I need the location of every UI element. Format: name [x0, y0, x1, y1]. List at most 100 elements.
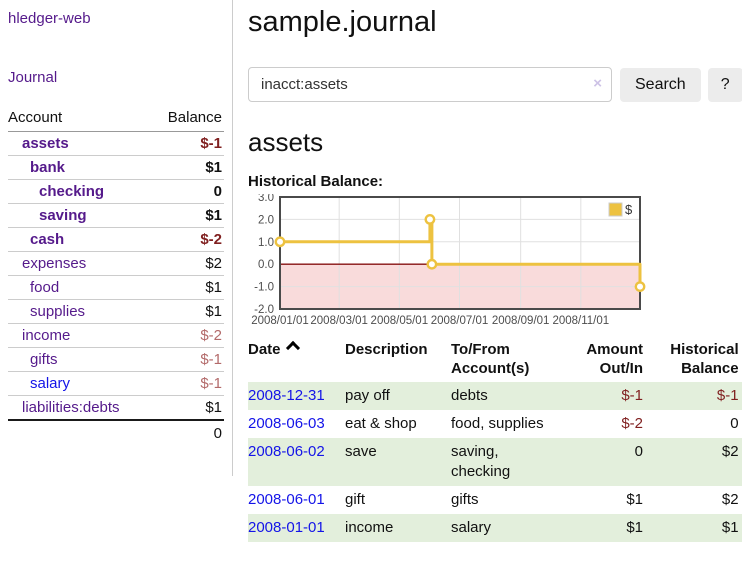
- svg-text:2008/07/01: 2008/07/01: [431, 315, 489, 327]
- account-balance: $-1: [200, 135, 222, 152]
- svg-text:3.0: 3.0: [258, 194, 274, 204]
- sidebar-item-journal[interactable]: Journal: [8, 69, 58, 86]
- account-link[interactable]: bank: [30, 159, 66, 176]
- transaction-date-link[interactable]: 2008-06-03: [248, 415, 325, 432]
- table-row: 2008-06-01 gift gifts $1 $2: [248, 486, 742, 514]
- transaction-description: eat & shop: [345, 415, 417, 432]
- svg-text:$: $: [625, 202, 633, 217]
- account-balance: $1: [205, 207, 222, 224]
- account-link[interactable]: saving: [39, 207, 87, 224]
- svg-text:2008/05/01: 2008/05/01: [371, 315, 429, 327]
- transaction-description: income: [345, 519, 394, 536]
- svg-text:2008/11/01: 2008/11/01: [552, 315, 609, 327]
- account-link[interactable]: assets: [22, 135, 69, 152]
- transaction-balance: $-1: [716, 387, 739, 404]
- account-row: food $1: [8, 275, 224, 300]
- search-button[interactable]: Search: [620, 67, 701, 102]
- historical-balance-chart[interactable]: $3.0 2.0 1.0 0.0 -1.0 -2.0 2008/01/01 2008/03/0…: [248, 192, 742, 330]
- search-input[interactable]: [248, 67, 612, 102]
- account-balance: $1: [205, 279, 222, 296]
- table-row: 2008-06-02 save saving, checking 0 $2: [248, 438, 742, 486]
- transaction-description: gift: [345, 491, 366, 508]
- transaction-accounts: gifts: [451, 491, 479, 508]
- transaction-balance: $2: [721, 443, 739, 460]
- account-row: supplies $1: [8, 299, 224, 324]
- account-row: liabilities:debts $1: [8, 395, 224, 421]
- account-row: saving $1: [8, 203, 224, 228]
- account-link[interactable]: gifts: [30, 351, 58, 368]
- svg-text:-2.0: -2.0: [254, 304, 274, 316]
- svg-text:2.0: 2.0: [258, 214, 274, 226]
- accounts-total-value: 0: [152, 419, 224, 445]
- account-link[interactable]: supplies: [30, 303, 86, 320]
- account-balance: $1: [205, 303, 222, 320]
- transaction-description: save: [345, 443, 377, 460]
- transaction-amount: $1: [626, 491, 643, 508]
- table-row: 2008-01-01 income salary $1 $1: [248, 514, 742, 542]
- sidebar: hledger-web Journal Account Balance asse…: [0, 0, 233, 476]
- transaction-accounts: saving, checking: [451, 443, 511, 480]
- transaction-date-link[interactable]: 2008-01-01: [248, 519, 325, 536]
- account-balance: $1: [205, 399, 222, 416]
- accounts-header-account: Account: [8, 106, 153, 132]
- account-row: gifts $-1: [8, 347, 224, 372]
- account-row: checking 0: [8, 179, 224, 204]
- svg-text:0.0: 0.0: [258, 259, 274, 271]
- account-balance: $-2: [200, 327, 222, 344]
- accounts-table: Account Balance assets $-1 bank $1 checking 0…: [8, 106, 224, 445]
- transaction-amount: 0: [634, 443, 643, 460]
- account-link[interactable]: cash: [30, 231, 65, 248]
- account-link[interactable]: food: [30, 279, 60, 296]
- account-balance: $2: [205, 255, 222, 272]
- account-row: bank $1: [8, 155, 224, 180]
- transaction-date-link[interactable]: 2008-06-02: [248, 443, 325, 460]
- account-balance: $-1: [200, 351, 222, 368]
- tx-col-header-to/from-account-s-: To/From Account(s): [451, 341, 530, 377]
- account-heading: assets: [248, 127, 324, 157]
- transaction-description: pay off: [345, 387, 390, 404]
- transactions-table: Date Description To/From Account(s) Amount Ou…: [248, 338, 742, 542]
- transaction-accounts: salary: [451, 519, 492, 536]
- accounts-header-balance: Balance: [152, 106, 224, 132]
- account-link[interactable]: expenses: [22, 255, 87, 272]
- help-button[interactable]: ?: [707, 67, 742, 102]
- chevron-up-icon: [285, 340, 300, 356]
- account-balance: $-1: [200, 375, 222, 392]
- account-link[interactable]: salary: [30, 375, 71, 392]
- transaction-accounts: debts: [451, 387, 488, 404]
- clear-icon[interactable]: ×: [593, 75, 602, 92]
- transaction-date-link[interactable]: 2008-06-01: [248, 491, 325, 508]
- transaction-balance: $2: [721, 491, 739, 508]
- account-balance: $1: [205, 159, 222, 176]
- transaction-amount: $-2: [621, 415, 643, 432]
- chart-label: Historical Balance:: [248, 173, 384, 190]
- table-row: 2008-06-03 eat & shop food, supplies $-2 0: [248, 410, 742, 438]
- account-link[interactable]: checking: [39, 183, 105, 200]
- account-row: salary $-1: [8, 371, 224, 396]
- transaction-amount: $-1: [621, 387, 643, 404]
- accounts-total-row: 0: [8, 419, 224, 445]
- svg-text:1.0: 1.0: [258, 237, 274, 249]
- account-row: assets $-1: [8, 132, 224, 156]
- account-balance: $-2: [200, 231, 222, 248]
- transaction-balance: $1: [721, 519, 739, 536]
- tx-col-header-date[interactable]: Date: [248, 338, 345, 382]
- search-box: ×: [248, 67, 612, 102]
- account-balance: 0: [213, 183, 222, 200]
- brand-link[interactable]: hledger-web: [8, 10, 91, 27]
- transaction-balance: 0: [730, 415, 739, 432]
- svg-text:2008/09/01: 2008/09/01: [492, 315, 550, 327]
- svg-text:2008/03/01: 2008/03/01: [310, 315, 368, 327]
- transaction-date-link[interactable]: 2008-12-31: [248, 387, 325, 404]
- account-row: expenses $2: [8, 251, 224, 276]
- tx-col-header-historical-balance: Historical Balance: [670, 341, 739, 377]
- svg-text:-1.0: -1.0: [254, 282, 274, 294]
- tx-col-header-description: Description: [345, 341, 428, 358]
- account-link[interactable]: income: [22, 327, 71, 344]
- account-link[interactable]: liabilities:debts: [22, 399, 120, 416]
- account-row: cash $-2: [8, 227, 224, 252]
- table-row: 2008-12-31 pay off debts $-1 $-1: [248, 382, 742, 410]
- main-content: sample.journal × Search ? assets Histori…: [233, 0, 742, 582]
